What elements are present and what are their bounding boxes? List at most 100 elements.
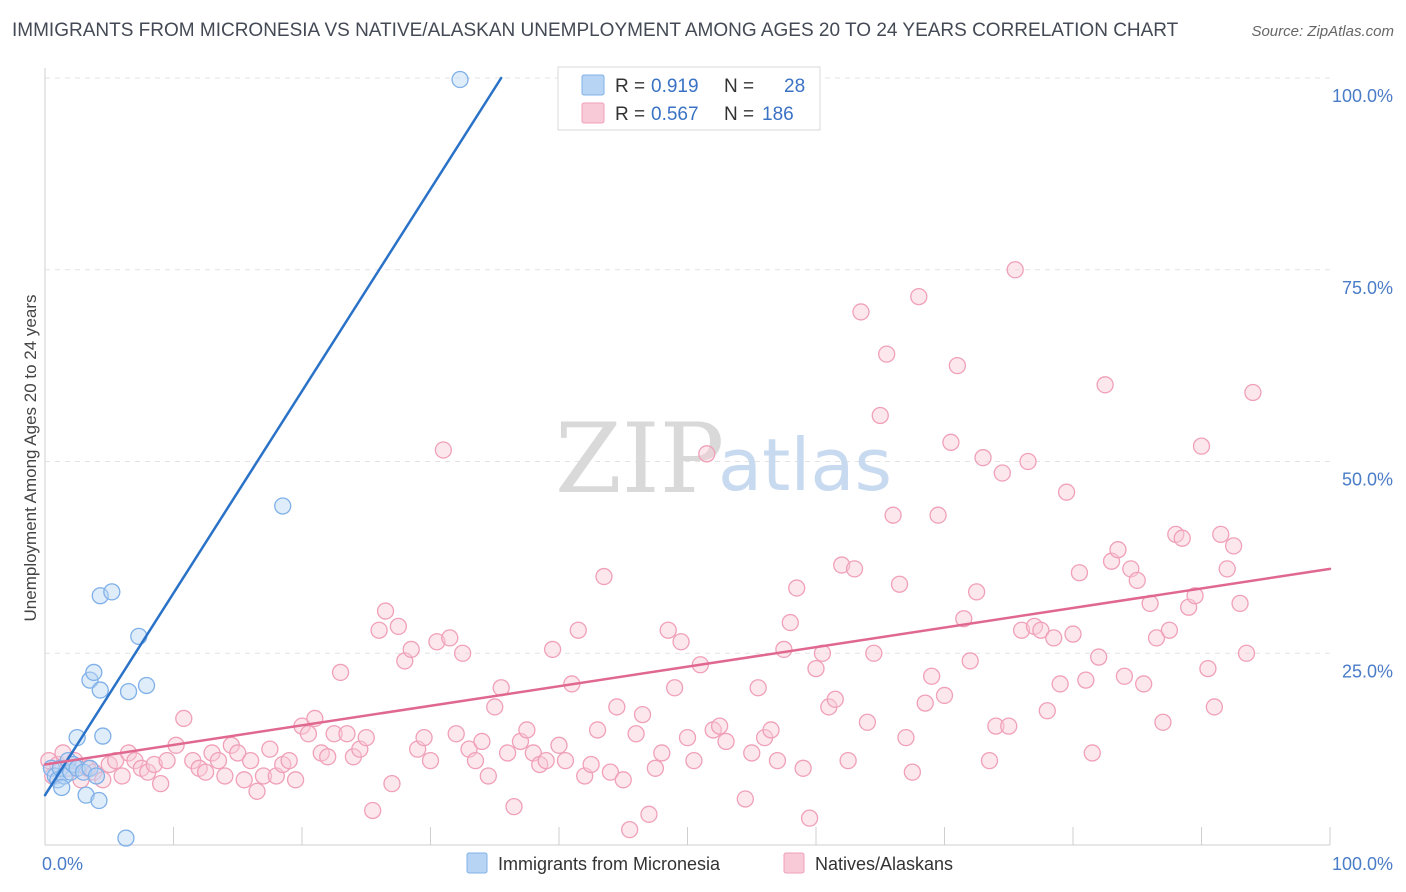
point-natives-123 [845, 560, 864, 578]
point-natives-121 [833, 556, 851, 574]
point-natives-111 [768, 751, 787, 770]
point-natives-37 [280, 751, 298, 770]
legend-n-value-1: 28 [784, 76, 805, 97]
point-natives-84 [582, 755, 600, 774]
point-natives-38 [286, 771, 305, 789]
point-natives-71 [498, 744, 517, 762]
point-micronesia-24 [137, 676, 156, 695]
point-natives-69 [486, 698, 504, 716]
chart-title: IMMIGRANTS FROM MICRONESIA VS NATIVE/ALA… [12, 20, 1179, 41]
x-tick-label-min: 0.0% [42, 854, 83, 874]
point-natives-45 [331, 663, 350, 682]
point-natives-53 [383, 774, 401, 793]
point-natives-87 [601, 763, 620, 781]
point-natives-63 [447, 725, 465, 743]
legend-r-value-2: 0.567 [651, 104, 699, 125]
y-tick-label-3: 100.0% [1332, 86, 1393, 106]
point-micronesia-26 [274, 497, 292, 515]
point-micronesia-23 [130, 627, 148, 646]
trend-lines [43, 76, 1332, 797]
point-natives-112 [775, 640, 793, 659]
point-natives-91 [627, 725, 645, 743]
point-natives-62 [441, 629, 459, 647]
point-natives-134 [916, 694, 934, 712]
point-natives-170 [1147, 629, 1166, 647]
point-micronesia-18 [90, 791, 108, 810]
point-natives-21 [175, 709, 193, 728]
point-natives-51 [370, 621, 388, 639]
point-natives-79 [550, 736, 568, 754]
point-natives-172 [1160, 621, 1179, 639]
point-natives-158 [1070, 564, 1089, 582]
point-natives-105 [717, 732, 735, 751]
point-natives-148 [1006, 261, 1024, 279]
point-natives-180 [1212, 525, 1230, 544]
point-natives-34 [261, 740, 279, 758]
legend-r-label-1: R = [615, 76, 645, 97]
point-natives-54 [389, 617, 408, 636]
legend-n-label-1: N = [724, 76, 754, 97]
point-natives-171 [1154, 713, 1172, 731]
point-natives-160 [1083, 744, 1101, 762]
point-natives-80 [556, 751, 575, 770]
point-natives-61 [434, 441, 453, 459]
point-natives-122 [839, 751, 857, 770]
point-micronesia-16 [94, 727, 112, 745]
point-natives-95 [653, 744, 671, 762]
point-natives-167 [1128, 571, 1146, 590]
point-natives-66 [466, 751, 485, 770]
point-natives-93 [640, 805, 658, 823]
watermark-atlas: atlas [718, 423, 892, 507]
point-natives-117 [807, 659, 825, 678]
source-label: Source: ZipAtlas.com [1251, 23, 1394, 40]
point-micronesia-21 [91, 681, 109, 699]
point-natives-136 [929, 506, 947, 524]
trend-line-natives [43, 567, 1332, 766]
point-natives-114 [788, 579, 806, 597]
point-natives-24 [196, 763, 215, 781]
watermark: ZIP atlas [555, 403, 892, 515]
point-micronesia-25 [117, 829, 135, 847]
point-natives-104 [710, 717, 729, 735]
point-natives-99 [678, 728, 697, 747]
point-natives-82 [569, 621, 587, 639]
point-natives-59 [421, 751, 440, 770]
point-natives-72 [505, 798, 523, 816]
point-natives-68 [479, 767, 497, 785]
point-natives-137 [935, 686, 954, 705]
point-natives-92 [633, 705, 652, 724]
point-natives-168 [1135, 675, 1153, 693]
point-natives-129 [884, 506, 902, 524]
point-natives-116 [800, 809, 819, 827]
point-natives-29 [229, 744, 247, 762]
point-micronesia-27 [451, 70, 469, 89]
point-natives-97 [666, 679, 684, 697]
point-natives-184 [1237, 644, 1256, 662]
point-natives-90 [621, 821, 639, 839]
point-natives-108 [749, 679, 767, 697]
point-natives-124 [852, 303, 870, 321]
point-natives-107 [743, 744, 761, 762]
point-natives-165 [1115, 667, 1134, 685]
x-tick-labels: 0.0% 100.0% [42, 854, 1393, 874]
point-natives-181 [1218, 560, 1236, 578]
point-micronesia-20 [103, 583, 121, 601]
point-natives-43 [319, 748, 337, 766]
point-natives-128 [878, 345, 896, 363]
point-natives-52 [376, 602, 395, 620]
point-natives-143 [974, 449, 992, 467]
point-natives-164 [1109, 541, 1127, 559]
point-natives-138 [942, 433, 960, 451]
point-natives-152 [1032, 621, 1050, 639]
point-natives-149 [1012, 621, 1031, 639]
point-natives-110 [762, 721, 780, 739]
point-natives-157 [1064, 625, 1082, 643]
point-natives-88 [608, 698, 626, 716]
x-tick-label-max: 100.0% [1332, 854, 1393, 874]
point-natives-141 [961, 652, 979, 670]
point-natives-19 [158, 751, 176, 770]
point-natives-139 [948, 356, 966, 375]
point-natives-115 [794, 759, 812, 777]
point-natives-74 [518, 721, 536, 739]
